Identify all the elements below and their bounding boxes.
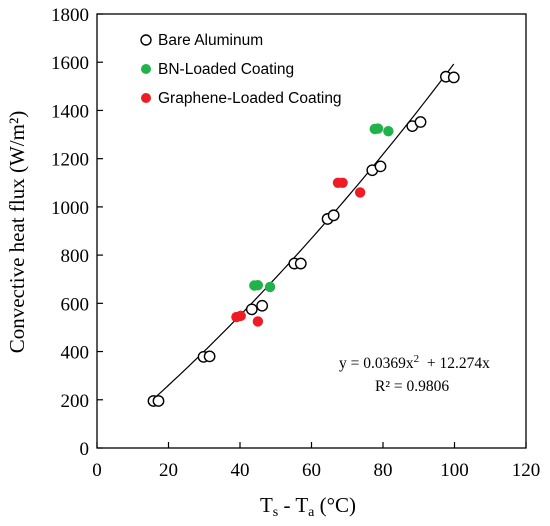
fit-equation-main: y = 0.0369x	[339, 355, 414, 372]
data-point	[252, 316, 264, 327]
legend-marker-bare-aluminum	[140, 34, 152, 46]
legend-label-bare-aluminum: Bare Aluminum	[158, 32, 263, 49]
series-graphene-loaded-coating	[231, 177, 366, 327]
data-point	[245, 303, 258, 316]
data-point	[203, 350, 216, 363]
x-axis-label: Ts - Ta (°C)	[260, 493, 356, 520]
y-tick-label: 0	[80, 439, 90, 460]
series-bn-loaded-coating	[249, 123, 394, 293]
legend-marker-graphene-loaded	[141, 93, 151, 103]
series-bare-aluminum	[147, 70, 460, 407]
plot-frame	[96, 13, 527, 449]
data-point	[414, 116, 427, 128]
data-point	[337, 177, 348, 188]
y-tick-label: 200	[61, 391, 90, 412]
x-axis-label-sub2: a	[308, 505, 315, 520]
data-point	[256, 299, 269, 312]
data-point	[447, 71, 460, 84]
x-tick-label: 0	[92, 460, 102, 481]
data-point	[152, 395, 165, 407]
data-point	[252, 280, 264, 291]
x-tick-label: 20	[159, 460, 178, 481]
axis-ticks: 0 20 40 60 80 100 1200200400600800100012001400…	[51, 5, 540, 481]
x-axis-label-sub1: s	[273, 505, 278, 520]
data-point	[264, 281, 276, 293]
y-tick-label: 1800	[51, 5, 89, 26]
x-tick-label: 40	[231, 460, 250, 481]
data-point	[294, 257, 307, 270]
y-tick-label: 1600	[51, 53, 89, 74]
fit-r-squared: R² = 0.9806	[375, 378, 449, 395]
data-point	[235, 310, 246, 322]
y-tick-label: 800	[61, 246, 90, 267]
y-tick-label: 1000	[51, 198, 89, 219]
data-points	[147, 70, 460, 407]
x-axis-label-main1: T	[260, 493, 273, 517]
y-axis-label: Convective heat flux (W/m²)	[5, 111, 29, 353]
fit-equation-sup: 2	[414, 353, 420, 365]
fit-curve	[153, 63, 455, 400]
fit-curve-layer	[153, 63, 455, 400]
legend-marker-bn-loaded	[141, 64, 151, 74]
x-tick-label: 80	[374, 460, 393, 481]
fit-equation: y = 0.0369x2 + 12.274x	[339, 353, 490, 372]
x-tick-label: 60	[302, 460, 321, 481]
data-point	[383, 125, 394, 137]
legend: Bare Aluminum BN-Loaded Coating Graphene…	[140, 32, 342, 107]
x-axis-label-tail: (°C)	[314, 493, 356, 517]
legend-label-graphene-loaded: Graphene-Loaded Coating	[158, 90, 342, 107]
legend-label-bn-loaded: BN-Loaded Coating	[158, 61, 294, 78]
y-tick-label: 400	[61, 343, 90, 364]
y-tick-label: 1400	[51, 101, 89, 122]
y-tick-label: 1200	[51, 150, 89, 171]
data-point	[374, 160, 387, 173]
data-point	[327, 209, 340, 222]
fit-equation-tail: + 12.274x	[419, 355, 490, 372]
x-tick-label: 100	[440, 460, 469, 481]
x-tick-label: 120	[512, 460, 541, 481]
x-axis-label-mid: - T	[278, 493, 308, 517]
y-tick-label: 600	[61, 294, 90, 315]
plot-area	[96, 13, 527, 449]
data-point	[354, 187, 366, 198]
data-point	[372, 123, 384, 134]
